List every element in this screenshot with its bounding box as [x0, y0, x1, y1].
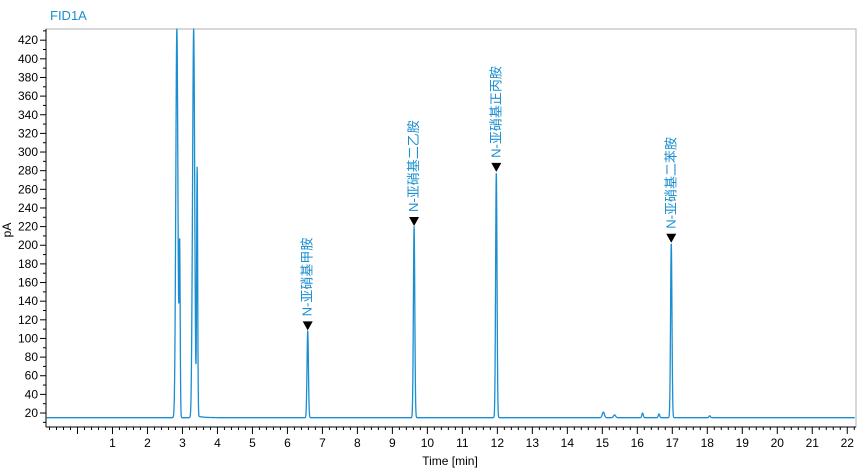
chart-title: FID1A [50, 8, 87, 23]
x-tick-label: 22 [841, 436, 855, 450]
peak-marker-icon [302, 321, 313, 331]
x-tick-label: 15 [596, 436, 610, 450]
y-tick-label: 220 [18, 220, 38, 234]
y-tick-label: 100 [18, 331, 38, 345]
peak-annotation-label: N-亚硝基正丙胺 [488, 66, 503, 158]
y-tick-label: 240 [18, 201, 38, 215]
y-tick-label: 200 [18, 238, 38, 252]
y-tick-label: 320 [18, 126, 38, 140]
x-tick-label: 7 [319, 436, 326, 450]
y-tick-label: 400 [18, 52, 38, 66]
y-axis-label: pA [0, 223, 14, 238]
x-tick-label: 19 [736, 436, 750, 450]
x-tick-label: 1 [109, 436, 116, 450]
peak-marker-icon [491, 162, 502, 172]
y-tick-label: 340 [18, 108, 38, 122]
peak-annotation-label: N-亚硝基二苯胺 [663, 137, 678, 229]
chromatogram-trace [46, 28, 856, 419]
y-tick-label: 20 [25, 406, 39, 420]
x-tick-label: 5 [249, 436, 256, 450]
plot-frame [45, 28, 857, 428]
y-tick-label: 260 [18, 182, 38, 196]
x-tick-label: 9 [389, 436, 396, 450]
peak-marker-icon [666, 233, 677, 243]
y-tick-label: 140 [18, 294, 38, 308]
y-tick-label: 120 [18, 313, 38, 327]
peak-annotation-label: N-亚硝基二乙胺 [406, 120, 421, 212]
x-tick-label: 10 [421, 436, 435, 450]
y-tick-label: 180 [18, 257, 38, 271]
x-tick-label: 14 [561, 436, 575, 450]
y-tick-label: 160 [18, 276, 38, 290]
x-tick-label: 11 [456, 436, 469, 450]
x-tick-label: 8 [354, 436, 361, 450]
x-tick-label: 18 [701, 436, 715, 450]
y-tick-label: 360 [18, 89, 38, 103]
x-tick-label: 6 [284, 436, 291, 450]
y-tick-label: 280 [18, 164, 38, 178]
x-tick-label: 17 [666, 436, 680, 450]
peak-marker-icon [409, 216, 420, 226]
y-tick-label: 80 [25, 350, 39, 364]
x-tick-label: 4 [214, 436, 221, 450]
y-tick-label: 420 [18, 33, 38, 47]
y-tick-label: 380 [18, 70, 38, 84]
x-tick-label: 20 [771, 436, 785, 450]
y-tick-label: 40 [25, 387, 39, 401]
y-tick-label: 300 [18, 145, 38, 159]
x-tick-label: 3 [179, 436, 186, 450]
x-tick-label: 13 [526, 436, 540, 450]
x-tick-label: 12 [491, 436, 505, 450]
peak-annotation-label: N-亚硝基甲胺 [300, 238, 315, 317]
x-tick-label: 16 [631, 436, 645, 450]
x-tick-label: 21 [806, 436, 820, 450]
x-tick-label: 2 [144, 436, 151, 450]
x-axis-label: Time [min] [422, 454, 478, 468]
y-tick-label: 60 [25, 369, 39, 383]
